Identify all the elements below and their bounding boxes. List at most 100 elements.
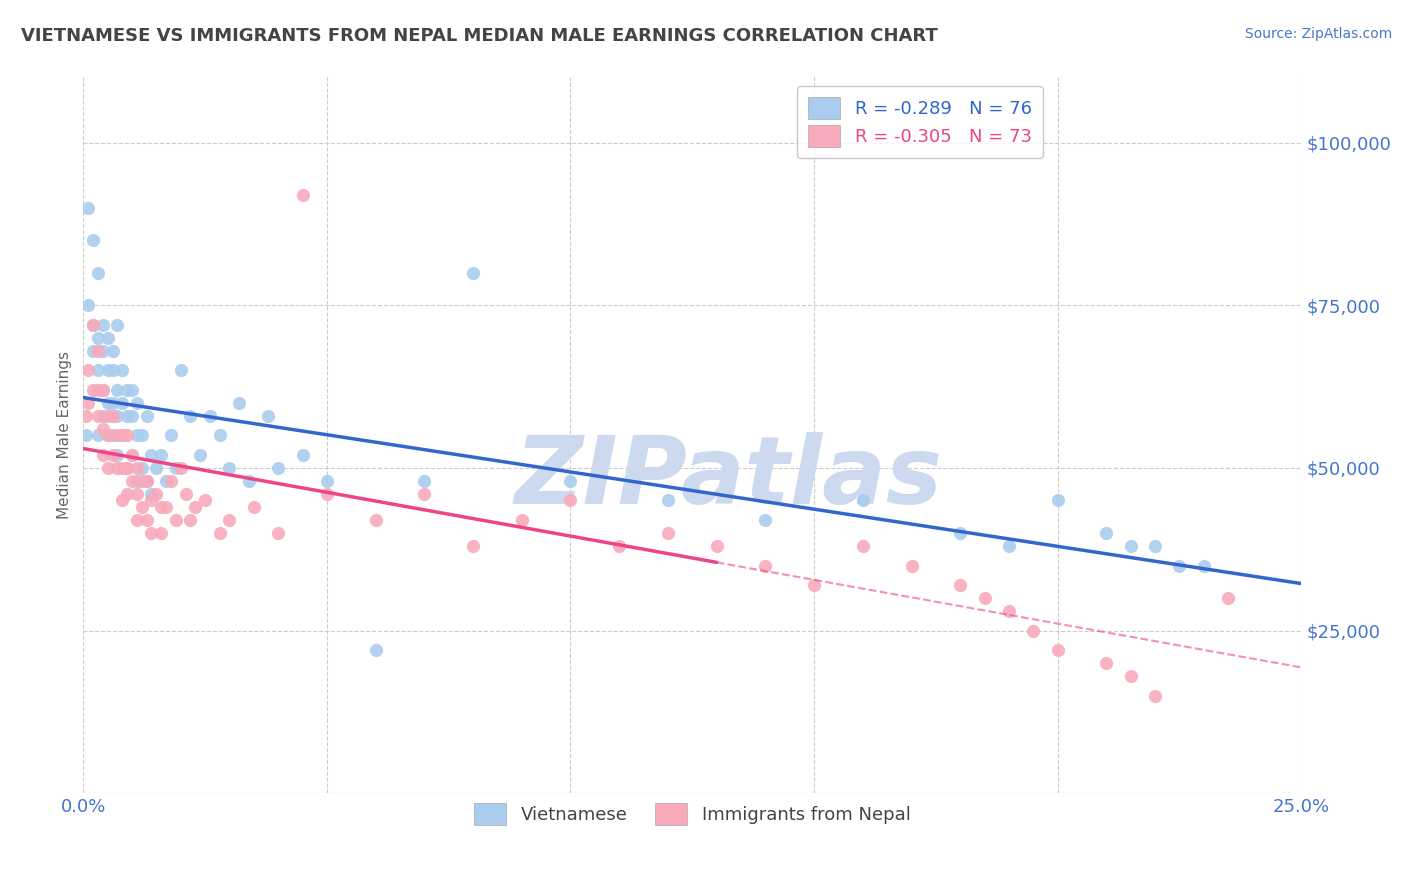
Point <box>754 513 776 527</box>
Point <box>852 539 875 553</box>
Y-axis label: Median Male Earnings: Median Male Earnings <box>58 351 72 519</box>
Point <box>115 409 138 423</box>
Point <box>115 383 138 397</box>
Point <box>194 493 217 508</box>
Point <box>97 428 120 442</box>
Point <box>315 474 337 488</box>
Point <box>87 409 110 423</box>
Point <box>121 474 143 488</box>
Point <box>179 513 201 527</box>
Point <box>461 539 484 553</box>
Point <box>208 428 231 442</box>
Point <box>82 318 104 332</box>
Point <box>111 396 134 410</box>
Point <box>91 409 114 423</box>
Point <box>998 604 1021 618</box>
Point <box>174 487 197 501</box>
Point <box>184 500 207 514</box>
Point <box>111 428 134 442</box>
Point <box>1144 689 1167 703</box>
Point <box>510 513 533 527</box>
Point <box>135 513 157 527</box>
Point <box>413 474 436 488</box>
Point <box>141 526 163 541</box>
Point <box>949 526 972 541</box>
Point <box>1095 656 1118 670</box>
Point <box>105 383 128 397</box>
Point <box>145 487 167 501</box>
Point <box>1022 624 1045 638</box>
Point <box>97 331 120 345</box>
Text: ZIPatlas: ZIPatlas <box>515 433 943 524</box>
Point <box>364 643 387 657</box>
Point <box>82 343 104 358</box>
Point <box>218 513 240 527</box>
Point <box>267 526 290 541</box>
Point <box>141 448 163 462</box>
Point <box>243 500 266 514</box>
Point <box>1095 526 1118 541</box>
Point <box>973 591 995 606</box>
Point <box>125 487 148 501</box>
Point <box>461 266 484 280</box>
Text: VIETNAMESE VS IMMIGRANTS FROM NEPAL MEDIAN MALE EARNINGS CORRELATION CHART: VIETNAMESE VS IMMIGRANTS FROM NEPAL MEDI… <box>21 27 938 45</box>
Point <box>87 331 110 345</box>
Point <box>706 539 728 553</box>
Point <box>77 363 100 377</box>
Point <box>188 448 211 462</box>
Point <box>1119 669 1142 683</box>
Point <box>150 500 173 514</box>
Point <box>97 396 120 410</box>
Point <box>105 448 128 462</box>
Point <box>131 461 153 475</box>
Point <box>91 422 114 436</box>
Point <box>125 461 148 475</box>
Point <box>91 383 114 397</box>
Point <box>121 448 143 462</box>
Point <box>111 493 134 508</box>
Point <box>91 448 114 462</box>
Point <box>125 513 148 527</box>
Point <box>238 474 260 488</box>
Legend: Vietnamese, Immigrants from Nepal: Vietnamese, Immigrants from Nepal <box>465 795 920 834</box>
Point <box>150 448 173 462</box>
Point <box>1046 643 1069 657</box>
Point <box>105 318 128 332</box>
Point <box>125 428 148 442</box>
Point <box>131 500 153 514</box>
Point <box>208 526 231 541</box>
Point <box>657 493 679 508</box>
Point <box>165 513 187 527</box>
Point <box>97 428 120 442</box>
Point <box>257 409 280 423</box>
Point <box>1218 591 1240 606</box>
Point <box>105 409 128 423</box>
Point <box>101 409 124 423</box>
Point <box>87 428 110 442</box>
Point <box>87 383 110 397</box>
Point <box>82 383 104 397</box>
Point <box>228 396 250 410</box>
Point <box>155 500 177 514</box>
Point <box>135 474 157 488</box>
Point <box>1168 558 1191 573</box>
Point <box>135 409 157 423</box>
Point <box>949 578 972 592</box>
Point <box>560 474 582 488</box>
Point <box>1119 539 1142 553</box>
Point <box>105 428 128 442</box>
Point <box>97 363 120 377</box>
Point <box>1192 558 1215 573</box>
Point <box>77 201 100 215</box>
Point <box>77 298 100 312</box>
Point <box>91 318 114 332</box>
Point <box>198 409 221 423</box>
Point <box>121 409 143 423</box>
Point <box>145 461 167 475</box>
Point <box>141 487 163 501</box>
Point <box>131 474 153 488</box>
Point <box>115 428 138 442</box>
Point <box>131 428 153 442</box>
Point <box>111 363 134 377</box>
Point <box>998 539 1021 553</box>
